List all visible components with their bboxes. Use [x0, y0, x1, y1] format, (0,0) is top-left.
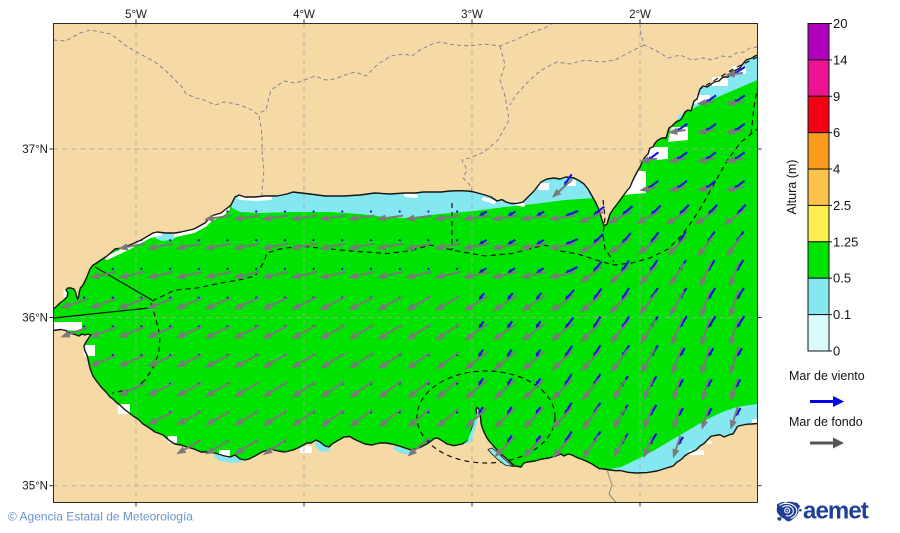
svg-text:Altura (m): Altura (m): [785, 160, 799, 215]
svg-text:6: 6: [833, 125, 840, 140]
svg-text:4°W: 4°W: [293, 9, 315, 21]
svg-text:2.5: 2.5: [833, 198, 851, 213]
svg-text:© Agencia Estatal de Meteorolo: © Agencia Estatal de Meteorología: [8, 510, 193, 524]
svg-text:2°W: 2°W: [629, 9, 651, 21]
svg-text:36°N: 36°N: [22, 313, 48, 325]
svg-text:20: 20: [833, 16, 847, 31]
svg-text:0: 0: [833, 344, 840, 359]
svg-text:3°W: 3°W: [461, 9, 483, 21]
svg-text:aemet: aemet: [803, 498, 869, 525]
svg-text:14: 14: [833, 52, 847, 67]
svg-text:37°N: 37°N: [22, 144, 48, 156]
svg-text:4: 4: [833, 162, 840, 177]
svg-text:0.1: 0.1: [833, 307, 851, 322]
svg-text:35°N: 35°N: [22, 481, 48, 493]
svg-text:9: 9: [833, 89, 840, 104]
svg-text:0.5: 0.5: [833, 271, 851, 286]
svg-text:1.25: 1.25: [833, 234, 858, 249]
svg-text:Mar de viento: Mar de viento: [789, 369, 865, 383]
svg-text:Mar de fondo: Mar de fondo: [789, 415, 863, 429]
svg-text:5°W: 5°W: [125, 9, 147, 21]
